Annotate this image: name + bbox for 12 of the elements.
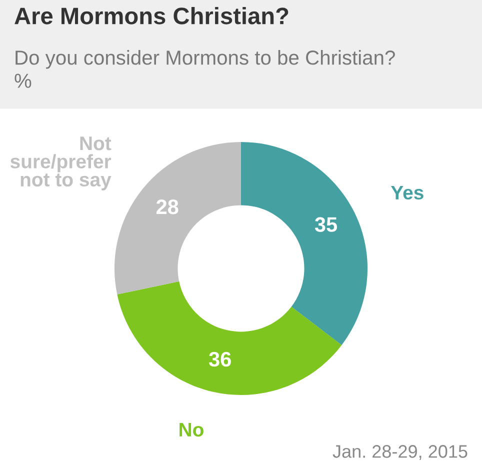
slice-label: No — [180, 423, 204, 437]
data-label: 35 — [314, 217, 338, 232]
chart-title: Are Mormons Christian? — [14, 6, 288, 24]
text: Jan. 28-29, 2015 — [332, 445, 468, 460]
donut-slice — [114, 142, 241, 294]
slice-label: Yes — [390, 186, 424, 200]
slice-label: Not sure/prefer not to say — [10, 136, 112, 190]
donut-slice — [241, 142, 368, 346]
data-label: 36 — [208, 352, 231, 367]
chart-subtitle: Do you consider Mormons to be Christian? % — [14, 50, 395, 88]
data-label: 28 — [156, 199, 178, 214]
donut-slice — [117, 281, 342, 395]
